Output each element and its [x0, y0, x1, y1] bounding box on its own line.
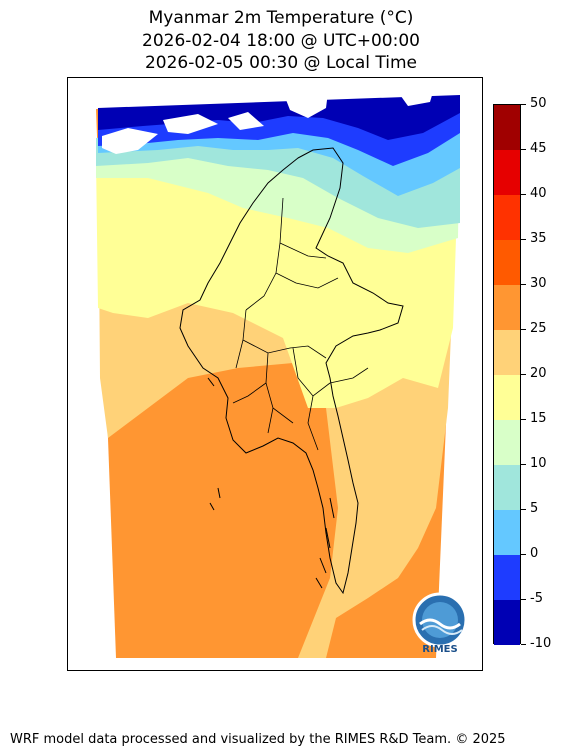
rimes-logo-text: RIMES — [422, 644, 458, 655]
myanmar-border — [179, 147, 404, 595]
colorbar-tick — [521, 374, 526, 375]
rimes-logo-emblem — [412, 592, 468, 648]
colorbar-tick — [521, 644, 526, 645]
colorbar-tick — [521, 194, 526, 195]
colorbar-tick-label: -5 — [530, 591, 543, 606]
colorbar-segment — [494, 195, 520, 240]
state-boundaries — [232, 197, 369, 451]
temperature-map — [96, 92, 460, 658]
colorbar-tick — [521, 104, 526, 105]
footer-credit: WRF model data processed and visualized … — [10, 732, 506, 747]
colorbar-tick — [521, 419, 526, 420]
colorbar-segment — [494, 375, 520, 420]
colorbar-tick-label: 20 — [530, 366, 547, 381]
band-minus5c — [98, 95, 460, 140]
colorbar-tick — [521, 149, 526, 150]
colorbar-tick — [521, 554, 526, 555]
colorbar-segment — [494, 465, 520, 510]
colorbar-segment — [494, 555, 520, 600]
colorbar-tick — [521, 284, 526, 285]
colorbar-tick — [521, 464, 526, 465]
colorbar-segment — [494, 330, 520, 375]
colorbar-segment — [494, 600, 520, 645]
colorbar-tick-label: 50 — [530, 96, 547, 111]
colorbar-tick — [521, 509, 526, 510]
no-data-patch — [102, 92, 433, 154]
colorbar-tick-label: -10 — [530, 636, 552, 651]
colorbar-tick-label: 40 — [530, 186, 547, 201]
colorbar — [493, 104, 521, 645]
map-panel: RIMES — [67, 77, 483, 671]
colorbar-tick — [521, 329, 526, 330]
colorbar-tick-label: 15 — [530, 411, 547, 426]
title-line-1: Myanmar 2m Temperature (°C) — [148, 8, 414, 28]
colorbar-tick — [521, 239, 526, 240]
colorbar-segment — [494, 240, 520, 285]
colorbar-segment — [494, 105, 520, 150]
colorbar-segment — [494, 150, 520, 195]
colorbar-segment — [494, 510, 520, 555]
mergui-archipelago — [207, 377, 335, 589]
rimes-logo: RIMES — [408, 592, 472, 656]
colorbar-tick-label: 45 — [530, 141, 547, 156]
colorbar-tick-label: 5 — [530, 501, 539, 516]
title-line-2: 2026-02-04 18:00 @ UTC+00:00 — [142, 31, 420, 51]
colorbar-tick-label: 35 — [530, 231, 547, 246]
colorbar-tick-label: 25 — [530, 321, 547, 336]
colorbar-tick-label: 10 — [530, 456, 547, 471]
colorbar-segment — [494, 285, 520, 330]
colorbar-tick-label: 30 — [530, 276, 547, 291]
colorbar-tick — [521, 599, 526, 600]
colorbar-tick-label: 0 — [530, 546, 539, 561]
title-line-3: 2026-02-05 00:30 @ Local Time — [144, 53, 418, 73]
colorbar-segment — [494, 420, 520, 465]
